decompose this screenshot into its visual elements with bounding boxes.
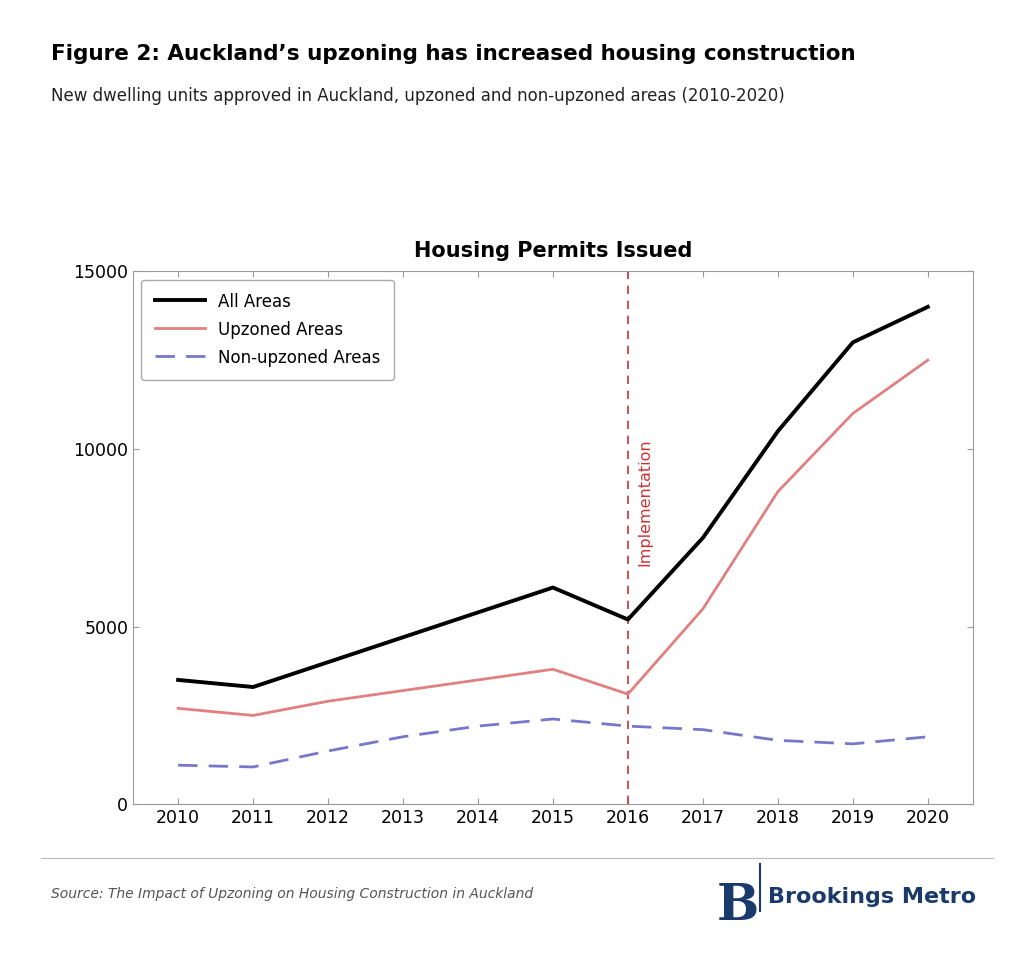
- Text: Source: The Impact of Upzoning on Housing Construction in Auckland: Source: The Impact of Upzoning on Housin…: [51, 887, 534, 900]
- Title: Housing Permits Issued: Housing Permits Issued: [414, 241, 692, 262]
- Legend: All Areas, Upzoned Areas, Non-upzoned Areas: All Areas, Upzoned Areas, Non-upzoned Ar…: [141, 280, 394, 380]
- Text: Figure 2: Auckland’s upzoning has increased housing construction: Figure 2: Auckland’s upzoning has increa…: [51, 44, 856, 64]
- Text: Implementation: Implementation: [637, 438, 652, 566]
- Text: New dwelling units approved in Auckland, upzoned and non-upzoned areas (2010-202: New dwelling units approved in Auckland,…: [51, 87, 785, 106]
- Text: B: B: [717, 882, 759, 931]
- Text: Brookings Metro: Brookings Metro: [768, 887, 976, 907]
